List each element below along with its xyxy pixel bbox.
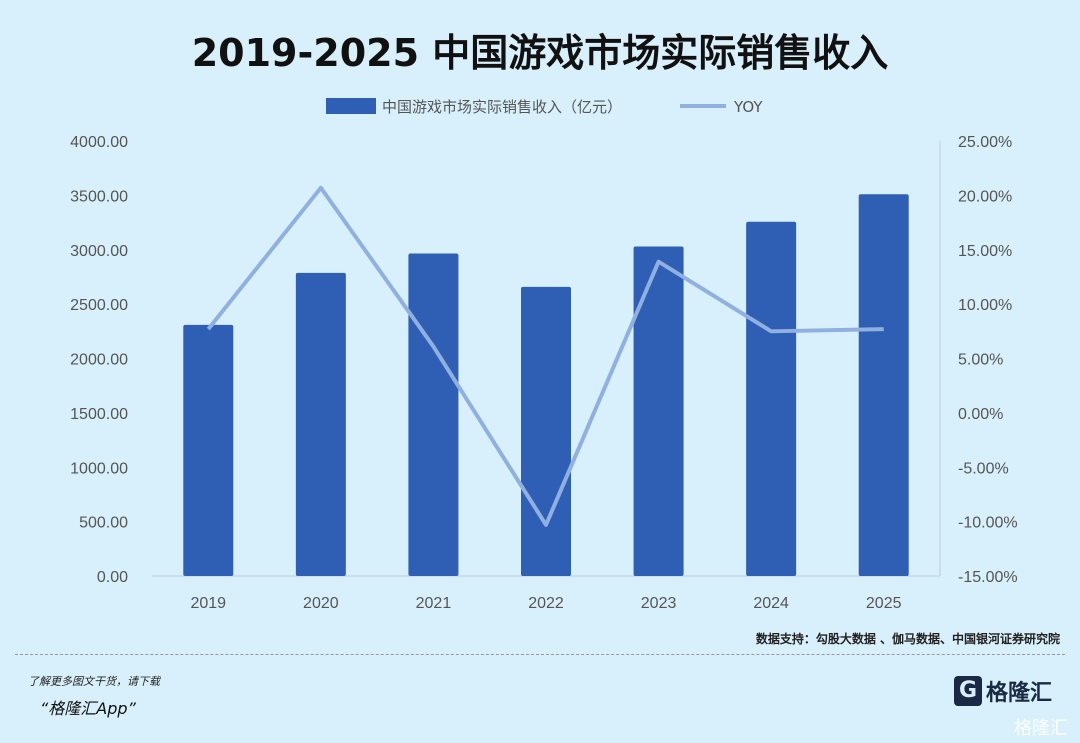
- watermark: 格隆汇: [1014, 718, 1068, 739]
- left-tick-label: 2500.00: [70, 297, 128, 314]
- left-tick-label: 1500.00: [70, 406, 128, 423]
- right-tick-label: 20.00%: [958, 188, 1012, 205]
- data-source: 数据支持：勾股大数据 、伽马数据、中国银河证券研究院: [755, 632, 1060, 646]
- x-tick-label: 2025: [866, 595, 902, 612]
- bar-2025: [858, 194, 909, 576]
- left-tick-label: 3500.00: [70, 188, 128, 205]
- x-tick-label: 2023: [641, 595, 677, 612]
- x-tick-label: 2022: [528, 595, 564, 612]
- left-tick-label: 2000.00: [70, 352, 128, 369]
- x-tick-label: 2019: [190, 595, 226, 612]
- gelonghui-logo: G 格隆汇: [953, 675, 1052, 707]
- chart-title: 2019-2025 中国游戏市场实际销售收入: [191, 31, 889, 75]
- logo-g-icon: G: [953, 676, 982, 706]
- legend-line-label: YOY: [733, 98, 763, 116]
- logo-text: 格隆汇: [985, 681, 1052, 706]
- left-tick-label: 1000.00: [70, 460, 128, 477]
- x-tick-label: 2020: [303, 595, 339, 612]
- left-tick-label: 0.00: [97, 569, 128, 586]
- x-tick-label: 2021: [416, 595, 452, 612]
- bar-2022: [521, 286, 571, 576]
- divider: [15, 654, 1065, 655]
- bar-2019: [183, 324, 234, 576]
- chart: 0.00 500.00 1000.00 1500.00 2000.00 2500.00 30…: [70, 98, 1018, 612]
- bar-2023: [633, 246, 684, 576]
- x-tick-label: 2024: [753, 595, 789, 612]
- right-tick-label: -5.00%: [958, 460, 1009, 477]
- right-tick-label: 5.00%: [958, 352, 1003, 369]
- legend-bar-label: 中国游戏市场实际销售收入（亿元）: [382, 98, 622, 116]
- right-tick-label: 0.00%: [958, 406, 1003, 423]
- bar-2020: [295, 272, 346, 576]
- left-tick-label: 4000.00: [70, 134, 128, 151]
- left-tick-label: 500.00: [79, 515, 128, 532]
- right-tick-label: -10.00%: [958, 515, 1018, 532]
- right-tick-label: 25.00%: [958, 134, 1012, 151]
- bar-2021: [408, 253, 459, 576]
- right-tick-label: 15.00%: [958, 243, 1012, 260]
- right-tick-label: 10.00%: [958, 297, 1012, 314]
- right-tick-label: -15.00%: [958, 569, 1018, 586]
- left-tick-label: 3000.00: [70, 243, 128, 260]
- promo-app-name: “格隆汇App”: [40, 699, 136, 718]
- bar-2024: [746, 221, 797, 577]
- promo-text: 了解更多图文干货，请下载: [28, 675, 160, 688]
- legend-bar-swatch: [326, 98, 376, 114]
